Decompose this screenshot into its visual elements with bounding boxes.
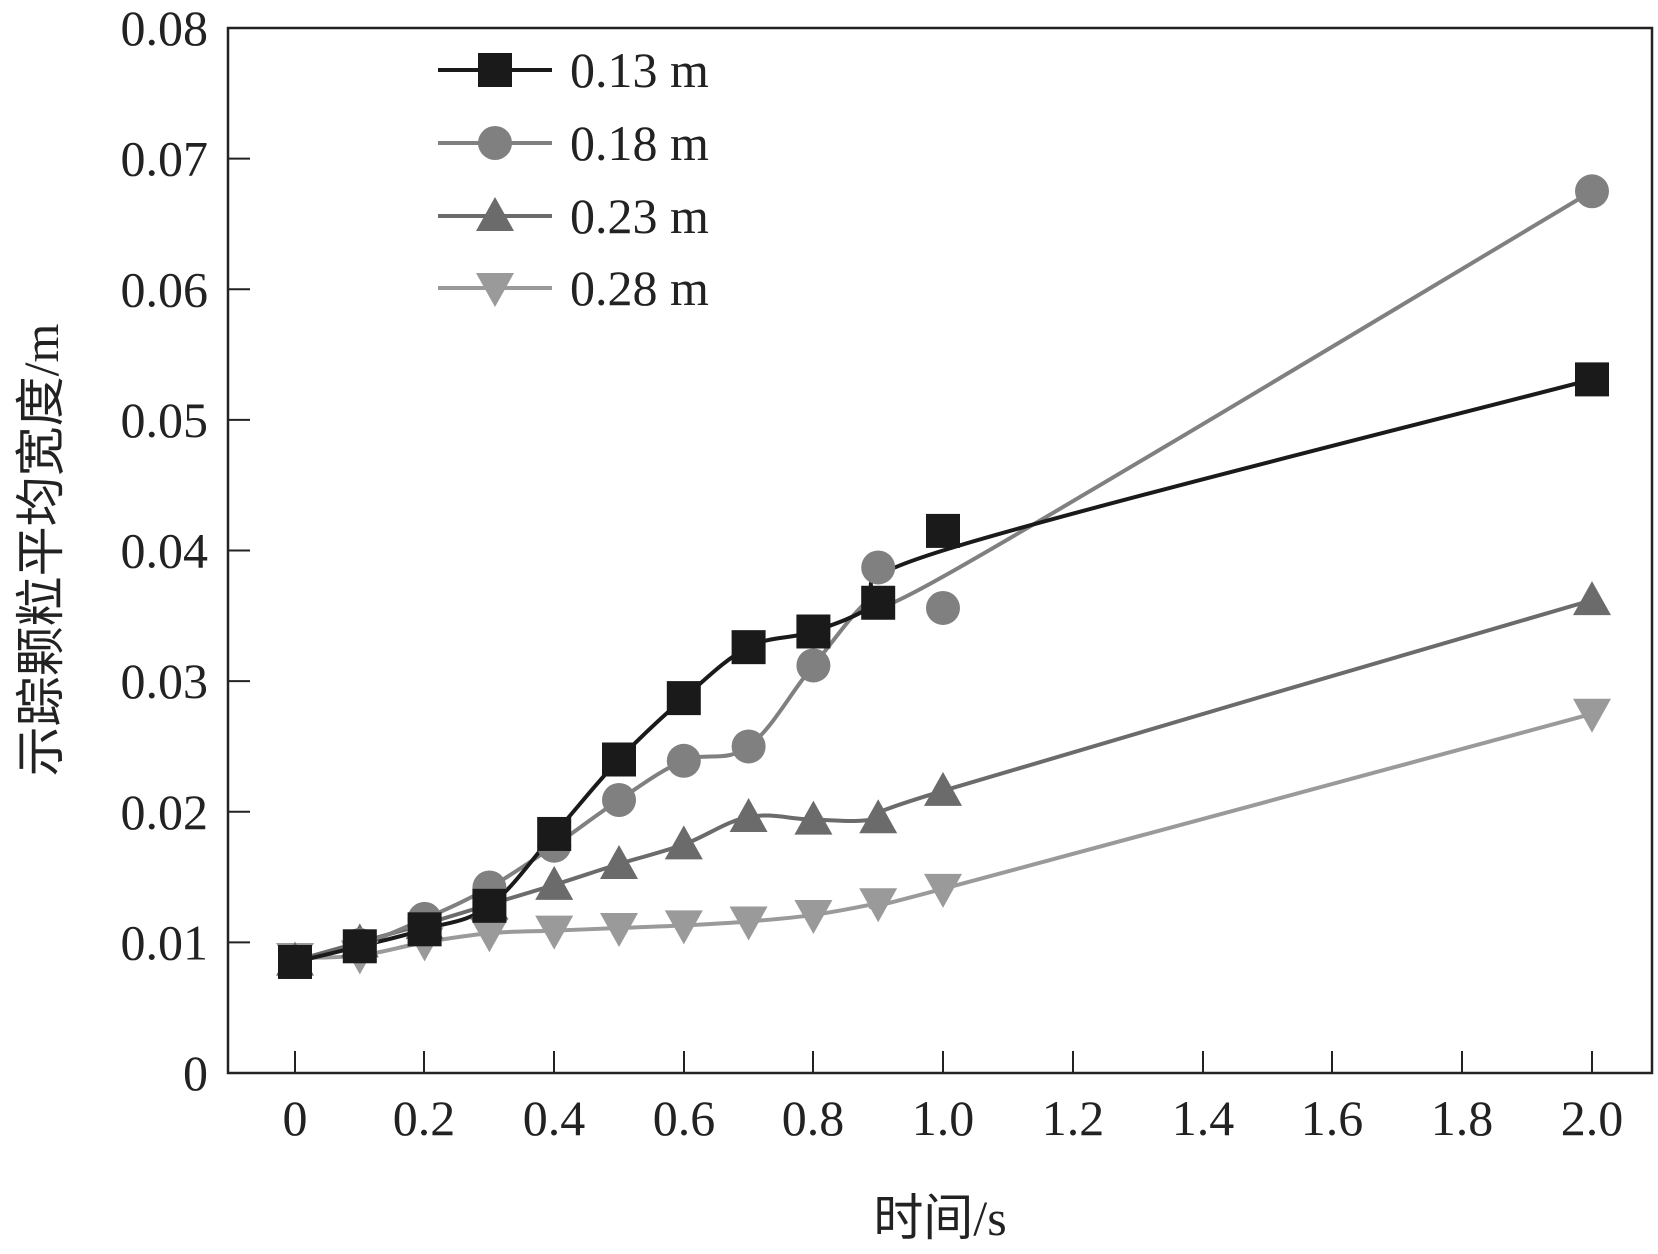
data-point-s2-9 [859, 799, 898, 834]
data-point-s0-2 [407, 912, 442, 947]
x-tick-label: 0.6 [653, 1090, 716, 1146]
y-tick-label: 0.02 [121, 784, 209, 840]
data-point-s3-9 [859, 888, 898, 923]
x-tick-label: 0.4 [523, 1090, 586, 1146]
x-tick-label: 0.2 [393, 1090, 456, 1146]
y-tick-label: 0.01 [121, 914, 209, 970]
series-lines [294, 189, 1594, 964]
data-point-s1-5 [602, 782, 636, 817]
data-point-s3-6 [664, 910, 703, 945]
data-point-s2-11 [1573, 581, 1611, 616]
x-tick-label: 1.6 [1301, 1090, 1364, 1146]
legend-label: 0.18 m [570, 115, 709, 171]
x-tick-label: 1.2 [1042, 1090, 1105, 1146]
legend-marker-0 [478, 53, 512, 87]
x-tick-label: 1.0 [912, 1090, 975, 1146]
legend-marker-3 [476, 273, 514, 307]
data-point-s1-11 [1575, 174, 1609, 209]
data-point-s0-7 [731, 630, 766, 665]
x-axis-ticks: 0 0.2 0.4 0.6 0.8 1.0 1.2 1.4 1.6 1.8 2.0 [283, 1051, 1624, 1146]
y-tick-label: 0.05 [121, 392, 209, 448]
data-point-s3-11 [1573, 698, 1611, 733]
x-tick-label: 1.8 [1431, 1090, 1494, 1146]
x-tick-label: 1.4 [1172, 1090, 1235, 1146]
data-point-s0-8 [796, 614, 831, 649]
data-point-s2-8 [794, 800, 833, 835]
data-point-s1-10 [926, 590, 960, 625]
y-axis-title: 示踪颗粒平均宽度/m [13, 324, 69, 777]
series-markers [276, 174, 1611, 979]
data-point-s3-5 [600, 913, 638, 948]
y-tick-label: 0.08 [121, 0, 209, 56]
y-tick-label: 0.07 [121, 131, 209, 187]
legend-label: 0.23 m [570, 188, 709, 244]
legend-label: 0.28 m [570, 260, 709, 316]
data-point-s2-7 [729, 797, 768, 832]
x-tick-label: 2.0 [1561, 1090, 1624, 1146]
legend-marker-2 [476, 197, 514, 231]
data-point-s0-11 [1575, 362, 1609, 397]
data-point-s2-10 [924, 771, 962, 806]
data-point-s1-6 [666, 743, 701, 778]
data-point-s2-4 [535, 865, 574, 900]
data-point-s0-10 [926, 513, 960, 548]
data-point-s2-5 [600, 845, 638, 879]
data-point-s3-7 [729, 906, 768, 941]
data-point-s3-4 [535, 915, 574, 950]
legend: 0.13 m 0.18 m 0.23 m 0.28 m [438, 42, 709, 316]
x-tick-label: 0.8 [782, 1090, 845, 1146]
y-axis-ticks: 0 0.01 0.02 0.03 0.04 0.05 0.06 0.07 0.08 [121, 0, 250, 1101]
legend-marker-1 [478, 126, 512, 160]
data-point-s0-1 [342, 929, 377, 964]
data-point-s0-0 [278, 944, 312, 979]
y-tick-label: 0.03 [121, 653, 209, 709]
data-point-s2-6 [664, 825, 703, 860]
y-tick-label: 0.06 [121, 261, 209, 317]
data-point-s3-3 [470, 918, 509, 953]
data-point-s1-8 [796, 648, 831, 683]
data-point-s1-9 [861, 550, 896, 585]
data-point-s3-10 [924, 873, 962, 908]
y-tick-label: 0 [183, 1045, 208, 1101]
data-point-s0-9 [861, 585, 896, 620]
x-axis-title: 时间/s [873, 1190, 1006, 1246]
data-point-s0-6 [666, 681, 701, 716]
data-point-s1-7 [731, 729, 766, 764]
data-point-s0-5 [602, 742, 636, 777]
y-tick-label: 0.04 [121, 523, 209, 579]
data-point-s3-8 [794, 899, 833, 934]
legend-label: 0.13 m [570, 42, 709, 98]
data-point-s0-3 [472, 888, 507, 923]
x-tick-label: 0 [283, 1090, 308, 1146]
series-line-1 [294, 189, 1594, 964]
data-point-s0-4 [537, 816, 572, 851]
